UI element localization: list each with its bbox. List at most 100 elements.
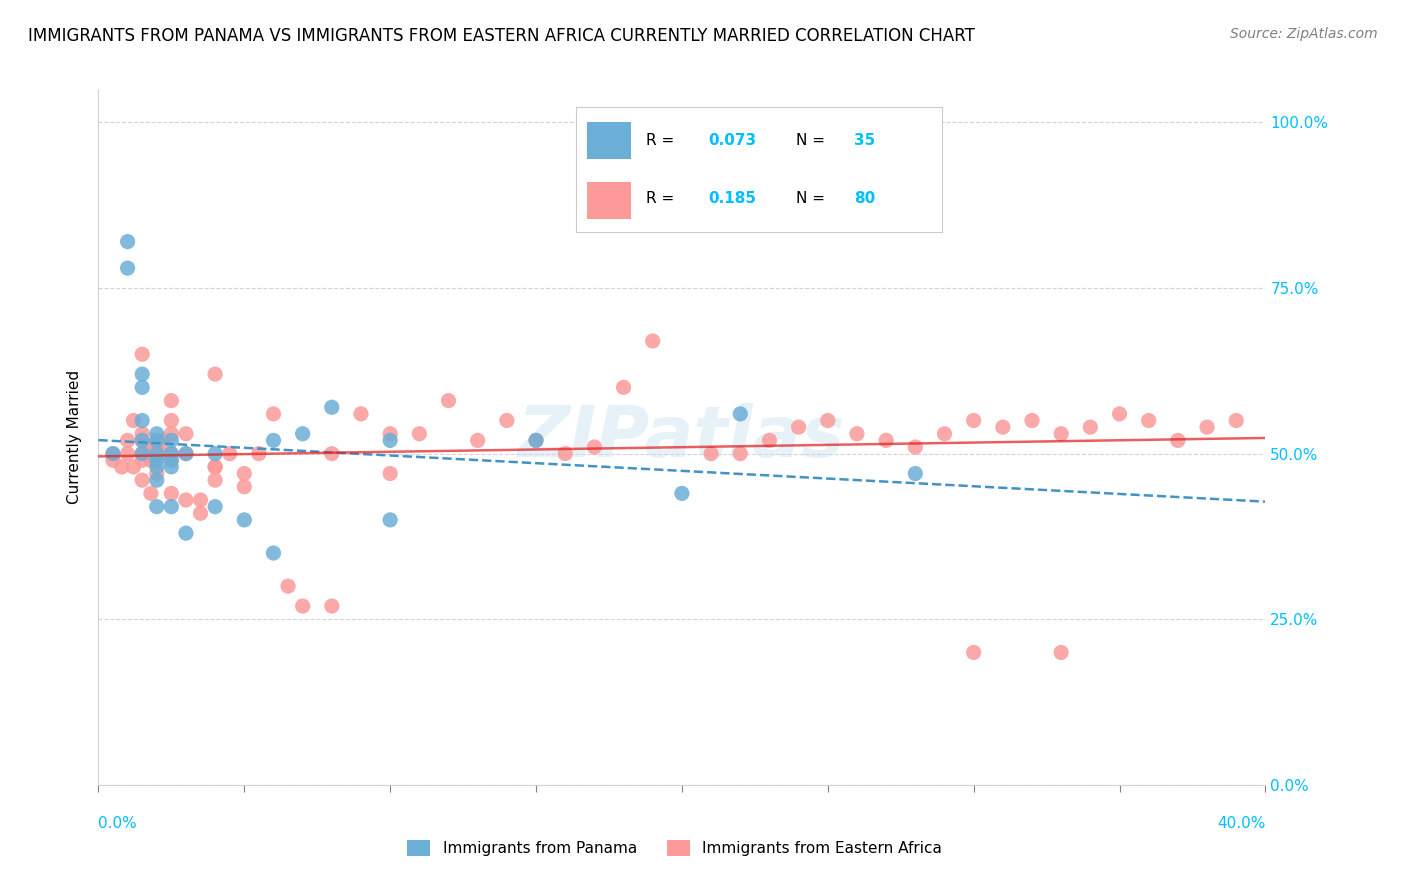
Point <box>1108 407 1130 421</box>
Point <box>204 447 226 461</box>
Point <box>321 599 343 613</box>
Point <box>1021 413 1043 427</box>
Point <box>378 426 402 441</box>
Point <box>146 453 169 467</box>
Point <box>962 413 984 427</box>
Point <box>437 393 460 408</box>
Point <box>233 513 256 527</box>
Point <box>136 440 159 454</box>
Point <box>160 453 183 467</box>
Point <box>117 235 139 249</box>
Point <box>101 447 124 461</box>
Point <box>1080 420 1102 434</box>
Point <box>117 261 139 276</box>
Point <box>378 467 402 481</box>
Point <box>117 434 139 448</box>
Point <box>101 447 124 461</box>
Text: 35: 35 <box>855 133 876 148</box>
Point <box>321 447 343 461</box>
Point <box>218 447 240 461</box>
Point <box>291 426 314 441</box>
Point <box>262 434 284 448</box>
Point <box>146 500 169 514</box>
Point <box>262 407 284 421</box>
Point <box>408 426 430 441</box>
Point <box>1050 426 1073 441</box>
Point <box>1195 420 1218 434</box>
Point <box>174 526 197 541</box>
Point <box>146 426 169 441</box>
Point <box>904 440 927 454</box>
Point <box>146 447 169 461</box>
Point <box>467 434 489 448</box>
Text: IMMIGRANTS FROM PANAMA VS IMMIGRANTS FROM EASTERN AFRICA CURRENTLY MARRIED CORRE: IMMIGRANTS FROM PANAMA VS IMMIGRANTS FRO… <box>28 27 974 45</box>
Point <box>146 473 169 487</box>
Point <box>117 447 139 461</box>
Point <box>321 401 343 415</box>
Text: R =: R = <box>645 191 679 206</box>
Point <box>524 434 547 448</box>
Point <box>160 413 183 427</box>
Point <box>146 434 169 448</box>
Point <box>671 194 693 209</box>
Text: 0.073: 0.073 <box>709 133 756 148</box>
Point <box>174 447 197 461</box>
Point <box>131 453 153 467</box>
Text: 40.0%: 40.0% <box>1218 816 1265 831</box>
Point <box>174 426 197 441</box>
Point <box>146 459 169 474</box>
Point <box>875 434 897 448</box>
Point <box>641 334 664 348</box>
FancyBboxPatch shape <box>588 182 631 219</box>
Point <box>700 447 723 461</box>
Point <box>204 459 226 474</box>
Point <box>728 407 751 421</box>
Point <box>160 453 183 467</box>
Point <box>146 440 169 454</box>
Point <box>612 380 634 394</box>
Point <box>728 447 751 461</box>
Point <box>524 434 547 448</box>
Point <box>146 467 169 481</box>
Point <box>131 413 153 427</box>
Text: Source: ZipAtlas.com: Source: ZipAtlas.com <box>1230 27 1378 41</box>
Point <box>146 434 169 448</box>
Point <box>131 347 153 361</box>
Point <box>131 447 153 461</box>
Point <box>122 413 145 427</box>
Point <box>160 459 183 474</box>
Point <box>160 426 183 441</box>
Point <box>160 447 183 461</box>
Point <box>1137 413 1160 427</box>
Point <box>350 407 373 421</box>
Point <box>758 434 780 448</box>
Point <box>583 440 606 454</box>
Legend: Immigrants from Panama, Immigrants from Eastern Africa: Immigrants from Panama, Immigrants from … <box>401 834 949 862</box>
Point <box>190 506 212 520</box>
Point <box>1167 434 1189 448</box>
Point <box>111 459 134 474</box>
Point <box>160 486 183 500</box>
Point <box>139 486 162 500</box>
Text: N =: N = <box>796 133 830 148</box>
Point <box>845 426 868 441</box>
Point <box>495 413 517 427</box>
Point <box>1050 645 1073 659</box>
Point <box>101 453 124 467</box>
Point <box>152 434 174 448</box>
Point <box>131 434 153 448</box>
Point <box>817 413 839 427</box>
Point <box>131 447 153 461</box>
Point <box>904 467 927 481</box>
Point <box>204 459 226 474</box>
Point <box>174 447 197 461</box>
Text: N =: N = <box>796 191 830 206</box>
Point <box>139 447 162 461</box>
Point <box>131 473 153 487</box>
Point <box>122 459 145 474</box>
Text: ZIPatlas: ZIPatlas <box>519 402 845 472</box>
Text: R =: R = <box>645 133 679 148</box>
Point <box>378 513 402 527</box>
Point <box>131 380 153 394</box>
Point <box>291 599 314 613</box>
